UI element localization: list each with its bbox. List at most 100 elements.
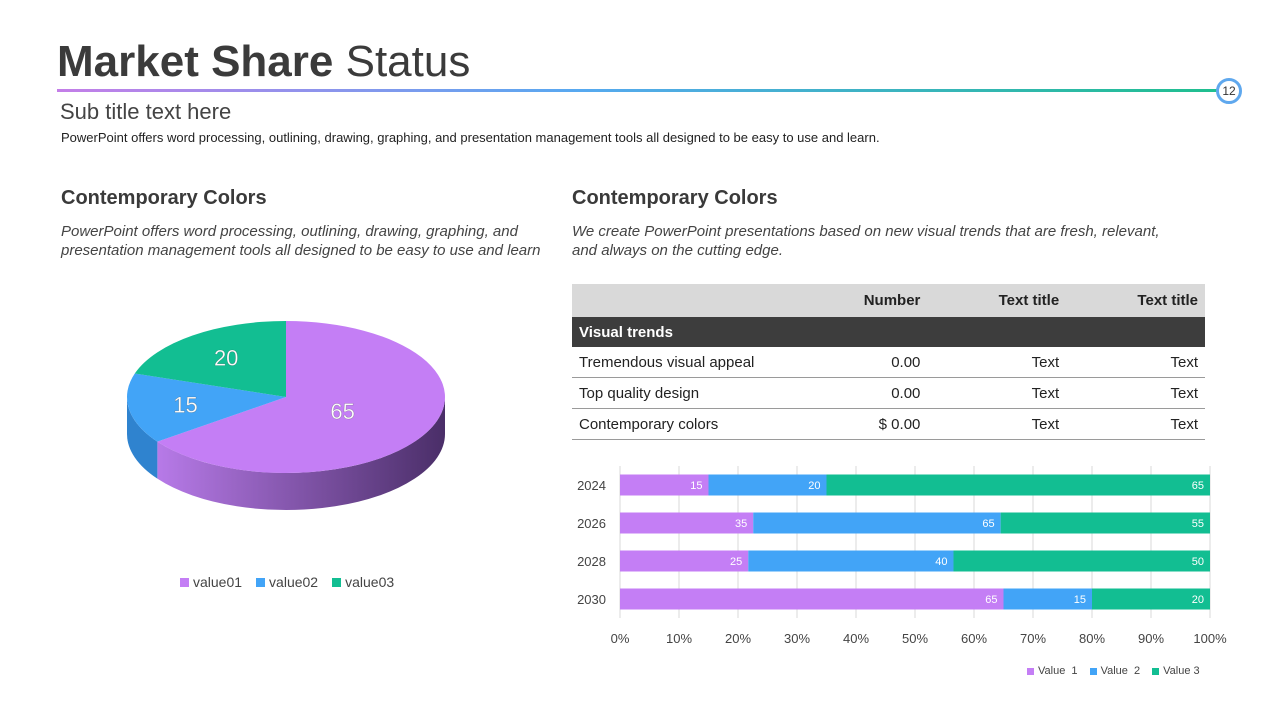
bar-data-label: 20 <box>808 480 820 492</box>
pie-slice-side <box>157 397 445 510</box>
y-tick-label: 2030 <box>577 592 606 607</box>
legend-label: Value 1 <box>1038 665 1078 677</box>
table-cell: $ 0.00 <box>789 408 928 440</box>
bar-data-label: 40 <box>935 556 947 568</box>
table-cell: Text <box>927 408 1067 440</box>
pie-slice <box>134 321 286 397</box>
pie-legend: value01 value02 value03 <box>180 574 394 590</box>
x-tick-label: 40% <box>843 631 869 646</box>
bar-segment <box>753 512 1001 534</box>
bar-data-label: 50 <box>1192 556 1204 568</box>
x-tick-label: 90% <box>1138 631 1164 646</box>
legend-label: Value 3 <box>1163 665 1200 677</box>
table-cell: Top quality design <box>572 377 790 409</box>
bar-segment <box>826 474 1210 496</box>
bar-data-label: 15 <box>1074 594 1086 606</box>
table-cell: Contemporary colors <box>572 408 790 440</box>
title-divider <box>57 89 1220 92</box>
table-header-cell: Text title <box>1066 284 1205 317</box>
table-cell: Text <box>1066 347 1205 378</box>
table-cell: Text <box>1066 408 1205 440</box>
title-light: Status <box>345 37 471 86</box>
left-section-heading: Contemporary Colors <box>61 187 267 209</box>
y-tick-label: 2026 <box>577 516 606 531</box>
y-tick-label: 2024 <box>577 478 606 493</box>
bar-data-label: 25 <box>730 556 742 568</box>
pie-slice-side <box>127 397 158 479</box>
bar-segment <box>1000 512 1210 534</box>
bar-segment <box>1092 588 1210 610</box>
table-row: Tremendous visual appeal 0.00 Text Text <box>572 347 1205 378</box>
legend-item: value01 <box>180 574 242 590</box>
table-cell: Text <box>927 347 1067 378</box>
table-row: Contemporary colors $ 0.00 Text Text <box>572 408 1205 440</box>
x-tick-label: 30% <box>784 631 810 646</box>
table-header-cell <box>572 284 790 317</box>
x-tick-label: 60% <box>961 631 987 646</box>
right-section-body: We create PowerPoint presentations based… <box>572 223 1160 259</box>
table-cell: Text <box>927 377 1067 409</box>
legend-label: value01 <box>193 574 243 590</box>
table-cell: 0.00 <box>789 377 928 409</box>
x-tick-label: 100% <box>1193 631 1227 646</box>
x-tick-label: 80% <box>1079 631 1105 646</box>
title-bold: Market Share <box>57 37 334 86</box>
bar-data-label: 35 <box>735 518 747 530</box>
legend-item: Value 2 <box>1089 665 1141 677</box>
x-tick-label: 50% <box>902 631 928 646</box>
bar-segment <box>620 474 709 496</box>
stacked-bar-chart: 0% 10% 20% 30% 40% 50% 60% 70% 80% 90% 100% 2024 15 2… <box>577 466 1227 646</box>
legend-item: Value 1 <box>1027 665 1078 677</box>
x-tick-label: 70% <box>1020 631 1046 646</box>
pie-data-label: 15 <box>173 393 197 418</box>
left-section-body: PowerPoint offers word processing, outli… <box>61 223 541 259</box>
x-tick-label: 0% <box>611 631 630 646</box>
legend-swatch <box>1152 667 1160 675</box>
table-cell: Text <box>1066 377 1205 409</box>
right-section-heading: Contemporary Colors <box>572 187 778 209</box>
legend-swatch <box>256 577 266 587</box>
legend-swatch <box>1089 667 1097 675</box>
x-tick-label: 10% <box>666 631 692 646</box>
legend-item: value02 <box>256 574 318 590</box>
page-subtitle: Sub title text here <box>60 99 232 124</box>
bar-data-label: 65 <box>982 518 994 530</box>
table-header-cell: Number <box>789 284 928 317</box>
bar-segment <box>953 550 1210 572</box>
bar-data-label: 20 <box>1192 594 1204 606</box>
table-row: Top quality design 0.00 Text Text <box>572 377 1205 409</box>
legend-swatch <box>1027 667 1034 675</box>
page-title: Market Share Status <box>57 36 470 88</box>
legend-swatch <box>180 577 189 587</box>
bar-data-label: 65 <box>1192 480 1204 492</box>
intro-text: PowerPoint offers word processing, outli… <box>61 130 880 145</box>
bar-data-label: 15 <box>690 480 702 492</box>
bar-data-label: 55 <box>1192 518 1204 530</box>
bar-segment <box>708 474 827 496</box>
table-header-row: Number Text title Text title <box>572 284 1205 317</box>
legend-label: value03 <box>345 574 395 590</box>
legend-item: Value 3 <box>1152 665 1200 677</box>
bar-legend: Value 1 Value 2 Value 3 <box>1027 665 1200 677</box>
pie-data-label: 65 <box>330 399 354 424</box>
bar-segment <box>620 550 749 572</box>
table-header-cell: Text title <box>927 284 1067 317</box>
table-cell: Tremendous visual appeal <box>572 347 790 378</box>
bar-segment <box>748 550 954 572</box>
legend-item: value03 <box>332 574 394 590</box>
x-tick-label: 20% <box>725 631 751 646</box>
bar-segment <box>620 588 1004 610</box>
bar-segment <box>620 512 754 534</box>
pie-data-label: 20 <box>214 346 238 371</box>
table-band-label: Visual trends <box>572 317 1205 347</box>
data-table: Number Text title Text title Visual tren… <box>572 284 1205 440</box>
table-band-row: Visual trends <box>572 317 1205 347</box>
legend-label: value02 <box>269 574 319 590</box>
bar-data-label: 65 <box>985 594 997 606</box>
page-number-badge: 12 <box>1216 78 1242 104</box>
pie-slice <box>127 373 286 442</box>
pie-chart: 65 15 20 <box>127 321 445 510</box>
legend-label: Value 2 <box>1100 665 1141 677</box>
y-tick-label: 2028 <box>577 554 606 569</box>
table-cell: 0.00 <box>789 347 928 378</box>
